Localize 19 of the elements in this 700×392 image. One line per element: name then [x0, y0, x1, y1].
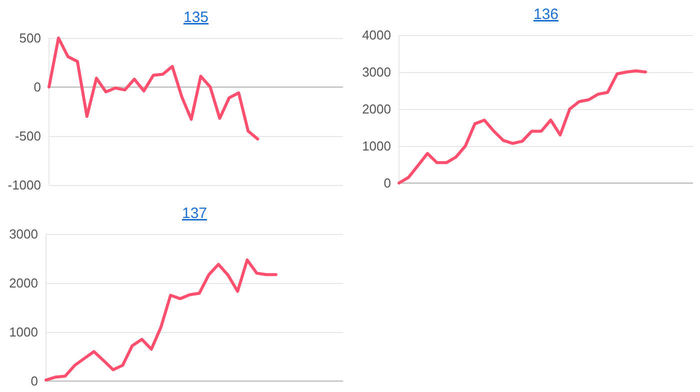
- y-tick-label: -1000: [8, 178, 41, 193]
- y-tick-label: 1000: [362, 138, 391, 154]
- y-tick-label: 500: [19, 30, 41, 46]
- chart-title: 137: [182, 205, 208, 222]
- line-series: [398, 69, 648, 184]
- y-tick-label: 0: [384, 176, 391, 191]
- y-tick-label: 4000: [362, 28, 391, 43]
- y-tick-label: 1000: [9, 324, 38, 340]
- y-tick-label: 2000: [362, 102, 391, 117]
- line-series: [44, 258, 278, 382]
- y-tick-label: 2000: [9, 276, 38, 291]
- y-tick-label: -500: [14, 128, 41, 144]
- y-tick-label: 0: [34, 80, 41, 95]
- y-tick-label: 3000: [362, 64, 391, 80]
- chart-title: 136: [533, 6, 559, 23]
- line-series: [48, 36, 260, 140]
- y-tick-label: 3000: [9, 226, 38, 242]
- chart-title: 135: [183, 9, 209, 26]
- y-tick-label: 0: [30, 374, 38, 389]
